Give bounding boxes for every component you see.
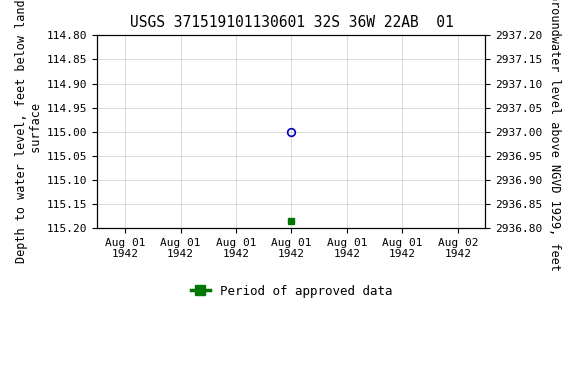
Y-axis label: Depth to water level, feet below land
 surface: Depth to water level, feet below land su… <box>15 0 43 263</box>
Legend: Period of approved data: Period of approved data <box>186 280 397 303</box>
Title: USGS 371519101130601 32S 36W 22AB  01: USGS 371519101130601 32S 36W 22AB 01 <box>130 15 453 30</box>
Y-axis label: Groundwater level above NGVD 1929, feet: Groundwater level above NGVD 1929, feet <box>548 0 561 271</box>
